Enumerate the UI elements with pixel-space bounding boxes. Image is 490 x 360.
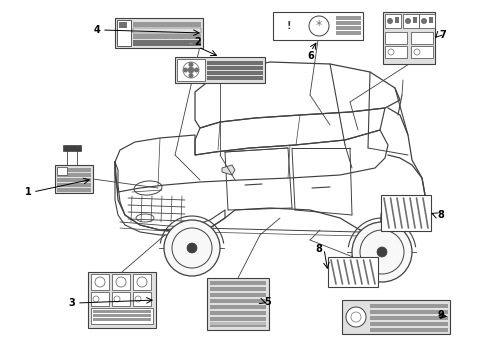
Bar [91,308,153,324]
Bar [55,165,93,193]
Bar [336,16,361,20]
Bar [210,305,266,309]
Bar [381,195,431,231]
Bar [57,168,91,172]
Bar [383,12,435,64]
Bar [115,18,203,48]
Bar [413,17,417,23]
Bar [57,188,91,192]
Text: 5: 5 [265,297,271,307]
Bar [370,304,448,308]
Bar [133,22,201,27]
Bar [177,59,205,81]
Text: 8: 8 [316,244,322,254]
Bar [273,12,363,40]
Bar [342,300,450,334]
Bar [210,287,266,291]
Text: 9: 9 [438,310,444,320]
Circle shape [188,67,194,73]
Bar [370,328,448,332]
Bar [133,40,201,46]
Bar [336,21,361,25]
Circle shape [405,18,411,24]
Text: ---: --- [189,41,193,45]
Bar [210,299,266,303]
Circle shape [194,68,199,72]
Bar [119,22,127,28]
Circle shape [183,68,188,72]
Bar [207,278,269,330]
Bar [210,281,266,285]
Bar [117,20,131,46]
Bar [133,274,151,290]
Bar [57,173,91,177]
Bar [429,17,433,23]
Bar [403,14,419,28]
Circle shape [189,73,194,78]
Circle shape [346,307,366,327]
Text: 3: 3 [69,298,75,308]
Bar [385,46,407,58]
Text: 8: 8 [438,210,444,220]
Bar [336,26,361,30]
Circle shape [172,228,212,268]
Circle shape [189,62,194,67]
Bar [133,28,201,33]
Bar [93,310,151,312]
Bar [133,34,201,39]
Bar [210,293,266,297]
Bar [175,57,265,83]
Circle shape [164,220,220,276]
Bar [91,274,109,290]
Bar [370,310,448,314]
Circle shape [377,247,387,257]
Bar [207,76,263,80]
Bar [93,314,151,316]
Bar [419,14,435,28]
Bar [57,167,67,175]
Text: 6: 6 [308,51,315,61]
Circle shape [421,18,427,24]
Text: *: * [316,19,322,32]
Bar [63,145,81,151]
Bar [370,322,448,326]
Text: 1: 1 [24,187,31,197]
Bar [67,149,77,165]
Bar [328,257,378,287]
Bar [395,17,399,23]
Bar [411,46,433,58]
Bar [336,31,361,35]
Bar [385,32,407,44]
Bar [88,272,156,328]
Bar [210,311,266,315]
Bar [93,318,151,320]
Bar [112,274,130,290]
Circle shape [387,18,393,24]
Circle shape [187,243,197,253]
Bar [91,292,109,306]
Bar [207,61,263,65]
Bar [112,292,130,306]
Bar [210,317,266,321]
Bar [210,322,266,325]
Circle shape [352,222,412,282]
Bar [210,323,266,327]
Bar [370,316,448,320]
Bar [207,66,263,70]
Text: 7: 7 [440,30,446,40]
Polygon shape [222,165,235,175]
Bar [57,178,91,182]
Text: !: ! [287,21,291,31]
Bar [207,71,263,75]
Circle shape [360,230,404,274]
Text: 4: 4 [94,25,100,35]
Bar [411,32,433,44]
Bar [385,14,401,28]
Bar [57,183,91,187]
Text: 2: 2 [195,37,201,47]
Bar [133,292,151,306]
